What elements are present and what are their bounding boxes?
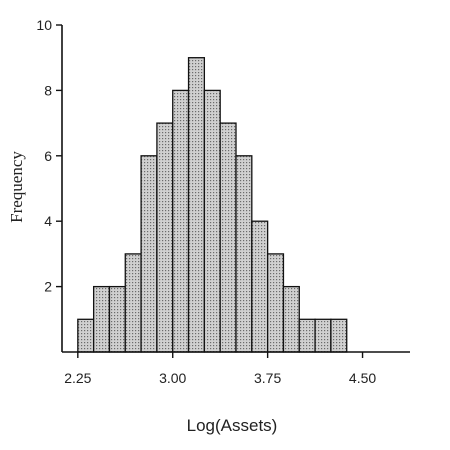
histogram-bar <box>266 253 285 353</box>
histogram-bar <box>140 155 158 353</box>
y-tick-label: 10 <box>36 17 52 33</box>
histogram-bar <box>314 318 332 353</box>
axes-layer <box>61 25 410 353</box>
histogram-bar <box>251 220 269 353</box>
bars-layer <box>77 57 348 353</box>
histogram-bar <box>156 122 174 353</box>
x-tick-label: 4.50 <box>349 370 376 386</box>
histogram-bar <box>330 318 348 353</box>
x-tick-label: 3.75 <box>254 370 281 386</box>
x-tick-label: 3.00 <box>159 370 186 386</box>
histogram-bar <box>172 89 190 353</box>
histogram-bar <box>282 285 300 353</box>
histogram-bar <box>124 253 142 353</box>
y-tick-label: 2 <box>44 279 52 295</box>
y-tick-label: 6 <box>44 148 52 164</box>
histogram-bar <box>77 318 95 353</box>
histogram-bar <box>92 285 111 353</box>
histogram-bar <box>235 155 253 353</box>
y-axis-label: Frequency <box>7 151 26 223</box>
ticks-layer: 2 4 6 8 10 2.25 3.00 3.75 4.50 <box>36 17 376 386</box>
x-axis-label: Log(Assets) <box>187 416 278 435</box>
x-tick-label: 2.25 <box>64 370 91 386</box>
histogram-bar <box>187 57 206 353</box>
y-tick-label: 4 <box>44 213 52 229</box>
y-tick-label: 8 <box>44 82 52 98</box>
histogram-bar <box>298 318 316 353</box>
histogram-bar <box>108 285 126 353</box>
histogram-bar <box>203 89 221 353</box>
histogram-bar <box>219 122 237 353</box>
